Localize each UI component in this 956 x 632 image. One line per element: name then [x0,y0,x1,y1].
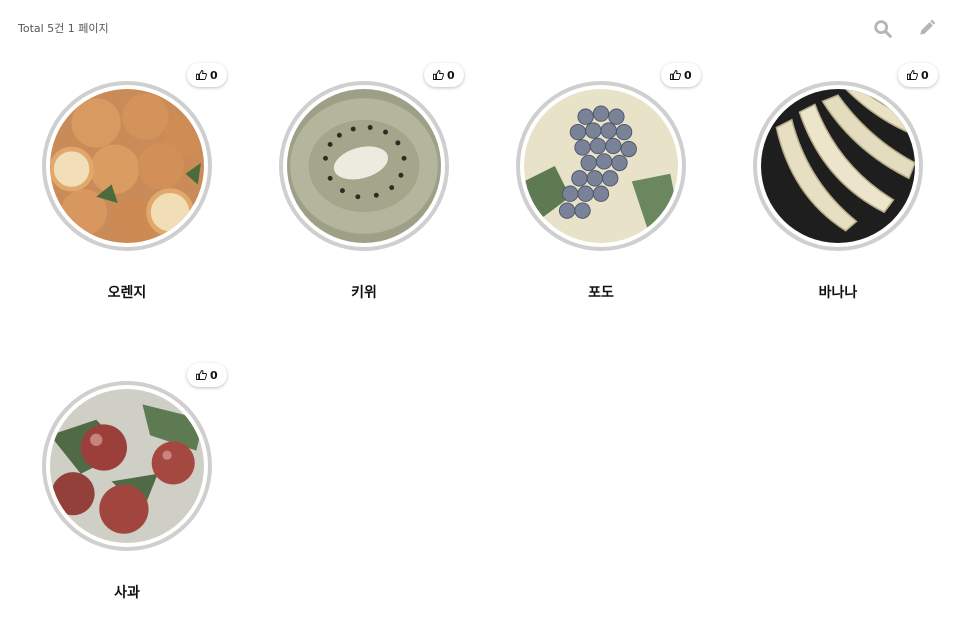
post-count-label: Total 5건 1 페이지 [18,22,109,35]
grape-photo [524,89,678,243]
like-button[interactable]: 0 [187,363,227,387]
item-title[interactable]: 바나나 [818,285,858,301]
write-button[interactable] [917,18,939,40]
kiwi-photo [287,89,441,243]
thumbs-up-icon [433,70,444,80]
thumbs-up-icon [670,70,681,80]
like-button[interactable]: 0 [898,63,938,87]
gallery-item: 0 포 [474,0,711,301]
gallery-item: 0 사과 [0,300,237,601]
item-thumbnail[interactable] [42,381,212,551]
search-icon [874,20,892,38]
thumbs-up-icon [196,370,207,380]
gallery-item: 0 바나나 [711,0,948,301]
like-button[interactable]: 0 [187,63,227,87]
item-title[interactable]: 키위 [351,285,377,301]
like-count: 0 [210,68,218,82]
banana-photo [761,89,915,243]
pencil-icon [920,19,936,35]
thumbs-up-icon [907,70,918,80]
orange-photo [50,89,204,243]
item-title[interactable]: 오렌지 [107,285,147,301]
gallery-item: 0 오렌지 [0,0,237,301]
like-button[interactable]: 0 [661,63,701,87]
board-header: Total 5건 1 페이지 [0,0,956,56]
item-title[interactable]: 포도 [588,285,614,301]
search-button[interactable] [872,18,894,40]
like-count: 0 [684,68,692,82]
like-count: 0 [210,368,218,382]
item-thumbnail[interactable] [516,81,686,251]
item-thumbnail[interactable] [42,81,212,251]
gallery-item: 0 [237,0,474,301]
thumbs-up-icon [196,70,207,80]
apple-photo [50,389,204,543]
item-thumbnail[interactable] [753,81,923,251]
like-button[interactable]: 0 [424,63,464,87]
item-thumbnail[interactable] [279,81,449,251]
like-count: 0 [921,68,929,82]
like-count: 0 [447,68,455,82]
item-title[interactable]: 사과 [114,585,140,601]
